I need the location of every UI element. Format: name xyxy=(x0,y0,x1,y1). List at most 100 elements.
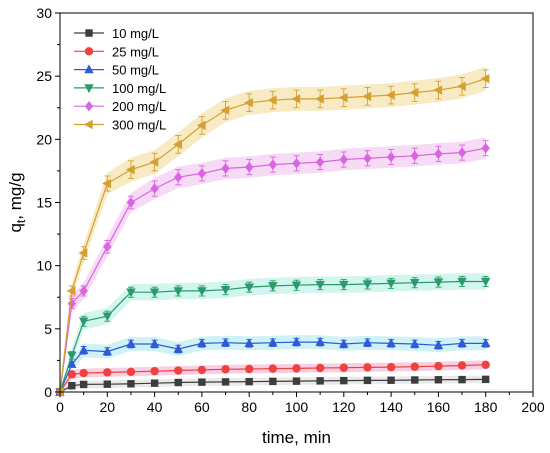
series-layer xyxy=(54,69,491,398)
data-point xyxy=(245,364,254,374)
data-point xyxy=(221,378,230,386)
data-point xyxy=(315,280,325,290)
legend-label: 10 mg/L xyxy=(112,26,159,41)
legend-item-4: 200 mg/L xyxy=(74,99,166,114)
data-point xyxy=(433,278,444,288)
error-band-1 xyxy=(60,360,486,392)
y-tick-label: 5 xyxy=(44,321,52,337)
data-point xyxy=(268,337,278,347)
data-point xyxy=(197,365,207,375)
data-point xyxy=(67,359,77,368)
data-point xyxy=(220,285,231,295)
data-point xyxy=(126,367,136,376)
data-point xyxy=(456,81,466,91)
data-point xyxy=(434,376,443,384)
data-point xyxy=(457,338,467,348)
legend-label: 50 mg/L xyxy=(112,63,159,78)
legend-label: 100 mg/L xyxy=(112,81,166,96)
data-point xyxy=(126,197,136,208)
data-point xyxy=(79,368,88,378)
data-point xyxy=(481,360,490,370)
data-point xyxy=(79,285,88,297)
data-point xyxy=(480,73,490,84)
error-band-4 xyxy=(60,137,486,392)
data-point xyxy=(434,148,443,160)
data-point xyxy=(68,381,76,390)
data-point xyxy=(220,337,231,347)
legend: 10 mg/L 25 mg/L 50 mg/L 100 mg/L 200 mg/L 300… xyxy=(74,26,166,133)
data-point xyxy=(127,380,135,388)
data-point xyxy=(339,154,348,165)
data-point xyxy=(457,361,467,370)
data-point xyxy=(385,90,395,100)
data-point xyxy=(363,153,372,164)
data-point xyxy=(102,178,111,189)
data-point xyxy=(245,377,253,386)
data-point xyxy=(126,338,136,348)
data-point xyxy=(244,97,253,108)
y-tick-label: 30 xyxy=(36,5,52,21)
data-point xyxy=(268,282,278,292)
series-2 xyxy=(55,336,491,396)
data-point xyxy=(457,147,467,158)
data-point xyxy=(387,376,395,384)
y-axis-label: qt, mg/g xyxy=(6,172,28,232)
data-point xyxy=(78,248,88,258)
data-point xyxy=(362,91,372,102)
data-point xyxy=(338,92,348,103)
data-point xyxy=(197,168,207,179)
legend-marker xyxy=(84,101,94,112)
axes: 0 20 40 60 80 100 120 140 160 180 200 0 5 10 15 20 25 30 t… xyxy=(6,5,545,447)
data-point xyxy=(67,351,77,361)
series-line-3 xyxy=(59,280,486,393)
data-point xyxy=(221,365,230,374)
legend-marker xyxy=(84,47,94,56)
data-point xyxy=(481,338,491,348)
series-3 xyxy=(55,275,491,398)
x-tick-label: 100 xyxy=(285,399,309,415)
data-point xyxy=(149,288,160,298)
x-tick-label: 80 xyxy=(241,399,257,415)
data-point xyxy=(481,142,490,154)
data-point xyxy=(173,287,183,297)
data-point xyxy=(78,345,89,355)
data-point xyxy=(386,279,396,289)
y-tick-label: 10 xyxy=(36,258,52,274)
data-point xyxy=(173,343,183,353)
data-point xyxy=(481,277,491,287)
data-point xyxy=(126,288,136,298)
y-axis-label-subscript: t xyxy=(14,219,28,223)
y-axis-label-main: q xyxy=(6,223,25,232)
error-band-3 xyxy=(60,273,486,392)
data-point xyxy=(291,94,301,104)
data-point xyxy=(458,375,466,384)
series-5 xyxy=(54,69,490,397)
data-point xyxy=(149,157,159,167)
data-point xyxy=(268,364,278,373)
legend-item-0: 10 mg/L xyxy=(74,26,159,41)
data-point xyxy=(339,338,349,348)
data-point xyxy=(197,287,207,297)
data-point xyxy=(482,375,490,384)
data-point xyxy=(244,338,254,348)
data-point xyxy=(315,156,325,168)
data-point xyxy=(410,279,420,288)
legend-label: 300 mg/L xyxy=(112,118,166,133)
data-point xyxy=(102,312,112,322)
x-tick-label: 20 xyxy=(100,399,116,415)
data-point xyxy=(245,161,254,173)
data-point xyxy=(103,368,112,377)
data-point xyxy=(409,87,419,98)
data-point xyxy=(411,376,419,384)
data-point xyxy=(339,280,349,290)
x-tick-label: 200 xyxy=(521,399,545,415)
data-point xyxy=(269,377,277,386)
data-point xyxy=(362,337,373,347)
data-point xyxy=(244,283,254,293)
error-band-2 xyxy=(60,335,486,392)
y-tick-label: 0 xyxy=(44,384,52,400)
data-point xyxy=(174,378,182,387)
data-point xyxy=(315,363,325,373)
x-tick-label: 0 xyxy=(56,399,64,415)
